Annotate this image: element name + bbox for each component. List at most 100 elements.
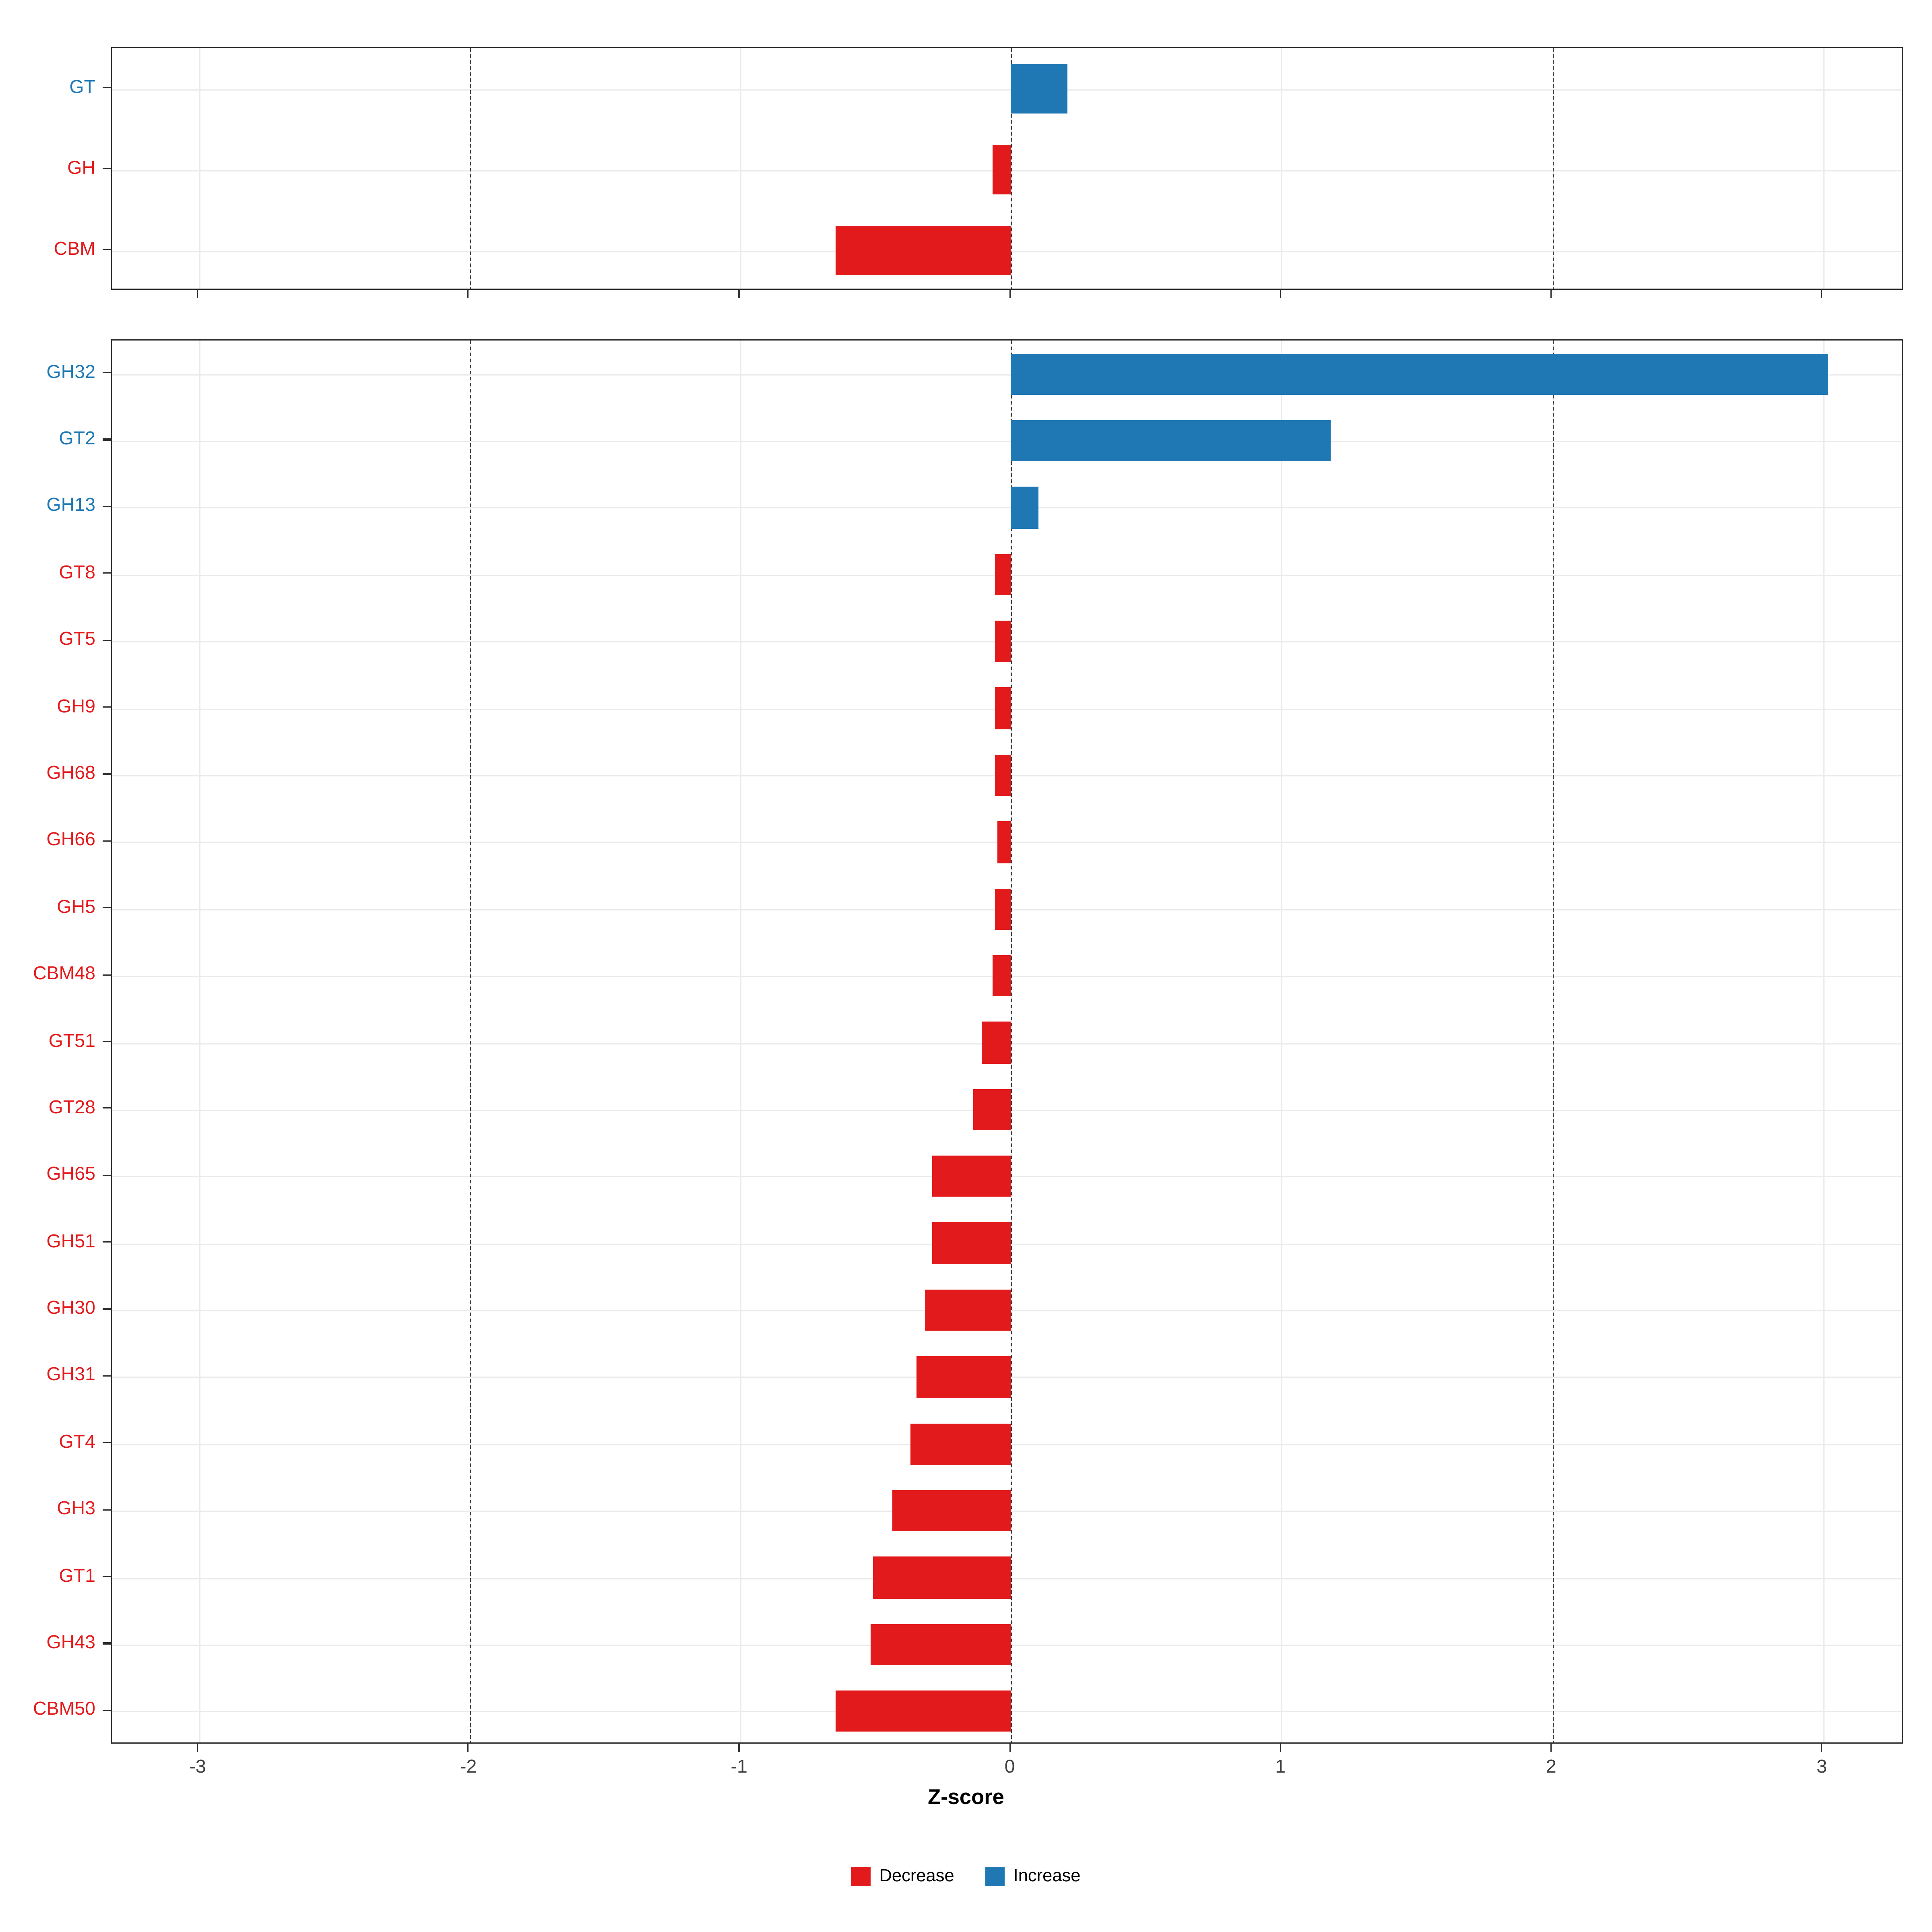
gridline-x-3 [1823,341,1825,1742]
y-axis-tick-GT [103,87,111,89]
x-axis-tick--2-panel1 [467,1744,469,1752]
dashed-line-x-0 [1011,341,1012,1742]
dashed-line-x-0 [1011,48,1012,289]
category-label-GH30: GH30 [46,1298,96,1319]
y-axis-tick-GT1 [103,1575,111,1577]
bar-GH43 [870,1624,1011,1666]
bar-GH32 [1011,353,1829,395]
y-axis-tick-GH3 [103,1509,111,1511]
x-axis-tick-2-panel1 [1550,1744,1552,1752]
y-axis-tick-GT51 [103,1040,111,1042]
gridline-x--1 [740,341,742,1742]
dashed-line-x--2 [469,341,471,1742]
gridline-y-GT2 [112,441,1902,442]
dashed-line-x--2 [469,48,471,289]
category-label-GT2: GT2 [59,429,95,450]
category-label-GT: GT [69,76,95,97]
gridline-x--1 [740,48,742,289]
bar-GT4 [910,1423,1011,1465]
x-tick-label--3: -3 [189,1757,206,1777]
category-label-GH66: GH66 [46,830,96,851]
category-label-GH5: GH5 [57,897,95,918]
panel-cazyme-family-detail [111,339,1903,1744]
y-axis-tick-GH31 [103,1375,111,1377]
bar-GH31 [916,1356,1011,1398]
y-axis-tick-GH43 [103,1642,111,1644]
dashed-line-x-2 [1552,48,1554,289]
gridline-y-GT [112,89,1902,90]
gridline-y-GH32 [112,374,1902,376]
y-axis-tick-GH51 [103,1241,111,1243]
dashed-line-x-2 [1552,341,1554,1742]
y-axis-tick-GH32 [103,372,111,374]
x-tick-label--2: -2 [460,1757,477,1777]
y-axis-tick-GT4 [103,1442,111,1444]
x-tick-label--1: -1 [731,1757,747,1777]
gridline-x-1 [1282,341,1283,1742]
bar-GT51 [981,1022,1011,1063]
gridline-x-1 [1282,48,1283,289]
category-label-GH: GH [67,157,95,178]
y-axis-tick-CBM48 [103,974,111,976]
category-label-GH68: GH68 [46,763,96,784]
y-axis-tick-GT28 [103,1107,111,1109]
bar-GH51 [932,1222,1011,1264]
x-axis-tick-2-panel0 [1550,290,1552,298]
category-label-GH13: GH13 [46,495,96,516]
bar-GT5 [995,621,1011,663]
gridline-x--3 [199,341,200,1742]
legend: Decrease Increase [0,1867,1932,1886]
y-axis-tick-CBM50 [103,1709,111,1711]
legend-item-decrease: Decrease [851,1867,954,1886]
y-axis-tick-GH30 [103,1308,111,1310]
decrease-color-swatch [851,1867,871,1886]
y-axis-tick-GH [103,167,111,169]
x-axis-tick-3-panel0 [1821,290,1823,298]
category-label-GT5: GT5 [59,629,95,650]
y-axis-tick-GH66 [103,840,111,842]
y-axis-tick-GH65 [103,1174,111,1176]
increase-color-swatch [985,1867,1005,1886]
gridline-y-GH13 [112,508,1902,509]
y-axis-tick-GH13 [103,506,111,508]
bar-GH3 [892,1490,1011,1532]
x-axis-tick-1-panel1 [1280,1744,1281,1752]
category-label-GH51: GH51 [46,1231,96,1252]
x-tick-label-0: 0 [1004,1757,1015,1777]
category-label-GT28: GT28 [48,1097,95,1118]
bar-GH9 [995,687,1011,729]
x-axis-title: Z-score [928,1785,1004,1809]
y-axis-tick-GT8 [103,572,111,574]
gridline-x--3 [199,48,200,289]
category-label-GH31: GH31 [46,1365,96,1386]
x-axis-tick--1-panel0 [738,290,740,298]
bar-GH5 [995,888,1011,930]
bar-GH30 [924,1289,1011,1331]
category-label-GH9: GH9 [57,696,95,717]
y-axis-tick-GH68 [103,773,111,775]
category-label-GT51: GT51 [48,1030,95,1051]
x-tick-label-1: 1 [1275,1757,1286,1777]
bar-CBM [835,226,1011,275]
category-label-GH65: GH65 [46,1164,96,1185]
bar-CBM48 [992,955,1011,997]
x-axis-tick-1-panel0 [1280,290,1281,298]
x-tick-label-3: 3 [1816,1757,1827,1777]
bar-GT2 [1011,420,1331,462]
bar-GT8 [995,553,1011,595]
bar-GT1 [873,1557,1011,1599]
category-label-CBM50: CBM50 [33,1699,95,1720]
x-axis-tick--3-panel0 [197,290,198,298]
bar-CBM50 [835,1690,1011,1732]
bar-GH13 [1011,487,1038,528]
x-axis-tick--2-panel0 [467,290,469,298]
legend-label-increase: Increase [1013,1867,1081,1886]
x-axis-tick-3-panel1 [1821,1744,1823,1752]
y-axis-tick-GT2 [103,439,111,440]
category-label-CBM48: CBM48 [33,964,95,985]
bar-GH68 [995,754,1011,796]
bar-GH [992,145,1011,194]
x-axis-tick-0-panel0 [1009,290,1011,298]
category-label-GT8: GT8 [59,562,95,583]
bar-GT28 [973,1089,1011,1131]
